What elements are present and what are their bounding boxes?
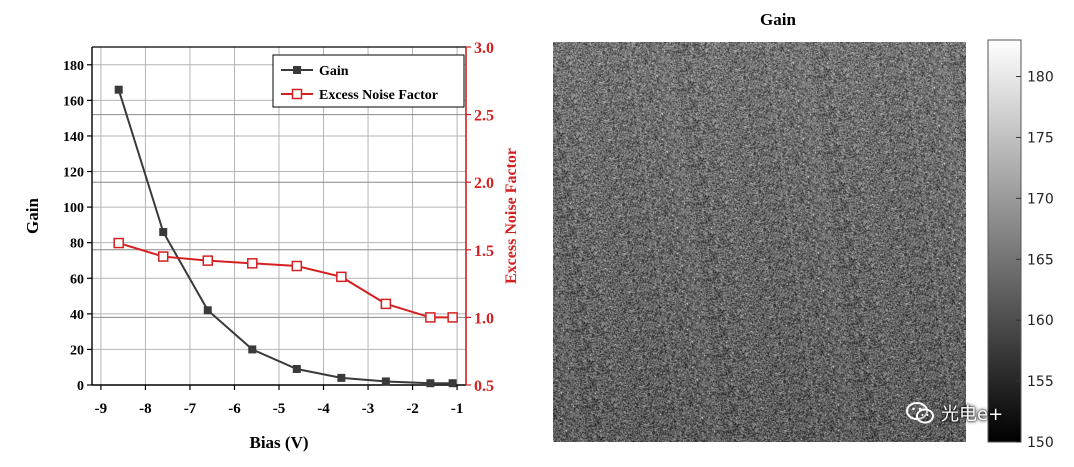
y-tick-label: 180 <box>63 59 84 74</box>
y-tick-label: 120 <box>63 166 84 181</box>
y-tick-label: 20 <box>70 343 84 358</box>
watermark-text: 光电e+ <box>941 404 1004 425</box>
gain-heatmap-image <box>553 42 966 442</box>
enf-point <box>202 255 214 266</box>
x-tick-label: -1 <box>451 401 464 417</box>
x-tick-label: -2 <box>406 401 419 417</box>
enf-point <box>447 312 458 323</box>
legend-label: Excess Noise Factor <box>319 88 438 103</box>
colorbar-tick-label: 160 <box>1027 313 1054 329</box>
x-tick-label: -4 <box>317 401 330 417</box>
y2-tick-label: 3.0 <box>474 40 494 57</box>
legend-box <box>272 54 465 108</box>
x-tick-label: -6 <box>228 401 241 417</box>
enf-point <box>157 251 169 262</box>
legend-marker <box>293 66 301 74</box>
y-tick-label: 160 <box>63 94 84 109</box>
x-tick-label: -3 <box>362 401 375 417</box>
gain-enf-chart: -9 -8 -7 -6 -5 -4 -3 -2 -1 0 20 40 60 80 100 120 140 160 1… <box>23 40 520 452</box>
y2-tick-label: 2.5 <box>474 108 494 125</box>
y-tick-label: 80 <box>70 237 84 252</box>
watermark: 光电e+ <box>905 400 1003 426</box>
colorbar-tick-label: 150 <box>1027 435 1054 451</box>
heatmap-title: Gain <box>760 10 796 29</box>
enf-point <box>113 237 124 249</box>
x-axis-title: Bias (V) <box>249 433 308 452</box>
gain-point <box>203 306 212 315</box>
gain-point <box>159 228 168 237</box>
y2-tick-label: 2.0 <box>474 175 494 192</box>
colorbar <box>987 39 1022 443</box>
y-axis-title: Gain <box>23 198 42 234</box>
enf-point <box>291 260 303 272</box>
colorbar-tick-label: 165 <box>1027 252 1054 268</box>
y-tick-label: 0 <box>77 379 84 394</box>
y-tick-label: 40 <box>70 308 84 323</box>
colorbar-tick-label: 155 <box>1027 374 1054 390</box>
y-tick-label: 60 <box>70 272 84 287</box>
enf-point <box>336 271 347 283</box>
colorbar-tick-label: 170 <box>1027 191 1054 207</box>
colorbar-tick-label: 175 <box>1027 130 1054 146</box>
wechat-icon <box>906 402 934 424</box>
x-tick-label: -8 <box>139 401 152 417</box>
gain-point <box>381 377 390 386</box>
gain-point <box>448 379 457 388</box>
legend-marker <box>291 88 303 100</box>
gain-point <box>426 379 435 388</box>
gain-point <box>114 85 123 94</box>
y2-tick-label: 1.0 <box>474 310 494 327</box>
x-tick-label: -7 <box>184 401 197 417</box>
enf-point <box>425 312 436 323</box>
colorbar-tick-label: 180 <box>1027 70 1054 86</box>
legend-label: Gain <box>319 64 349 79</box>
gain-point <box>337 373 346 382</box>
gain-point <box>292 364 301 373</box>
y-tick-label: 100 <box>63 201 84 216</box>
x-tick-label: -5 <box>273 401 286 417</box>
y2-tick-label: 1.5 <box>474 243 494 260</box>
x-tick-label: -9 <box>95 401 108 417</box>
enf-point <box>380 298 392 310</box>
enf-point <box>247 258 258 269</box>
y-tick-label: 140 <box>63 130 84 145</box>
gain-point <box>248 345 257 354</box>
y2-axis-title: Excess Noise Factor <box>503 148 520 284</box>
y2-tick-label: 0.5 <box>474 378 494 395</box>
